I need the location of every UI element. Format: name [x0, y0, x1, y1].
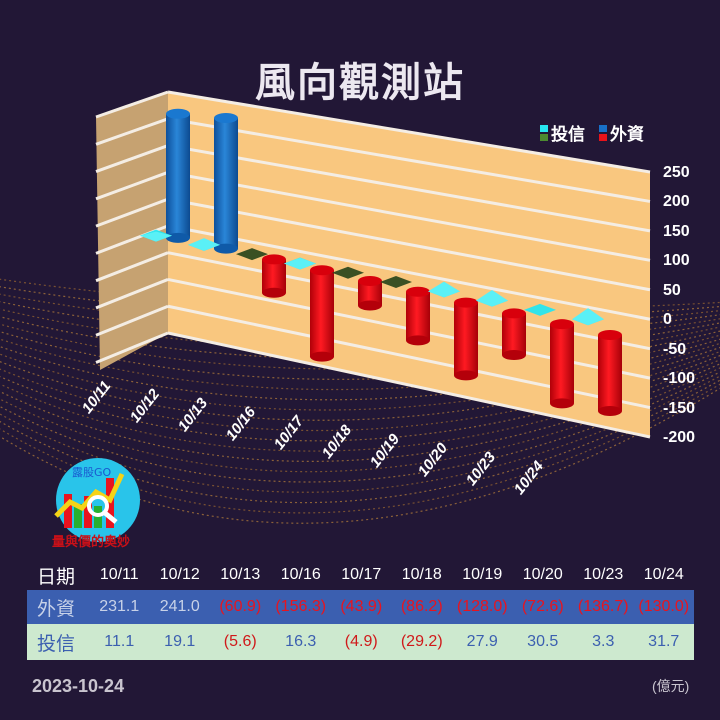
- table-cell: (86.2): [400, 598, 443, 615]
- table-row-fx: 外資 231.1 241.0 (60.9) (156.3) (43.9) (86.2) (1…: [27, 590, 694, 624]
- logo: 露股GO 量與價的奧妙: [52, 458, 140, 548]
- legend-label: 外資: [610, 125, 644, 145]
- table-cell: 31.7: [648, 633, 680, 650]
- header-label: 日期: [37, 565, 76, 588]
- data-table: 日期 10/11 10/12 10/13 10/16 10/17 10/18 10/19 10…: [27, 560, 694, 660]
- unit-label: (億元): [652, 678, 690, 694]
- table-cell: (4.9): [344, 633, 378, 650]
- y-tick-label: 250: [663, 164, 690, 181]
- table-cell: 241.0: [159, 598, 200, 615]
- table-cell: 10/24: [643, 566, 684, 583]
- y-tick-label: 150: [663, 222, 690, 240]
- table-cell: 27.9: [466, 633, 498, 650]
- data-bars: [140, 108, 622, 416]
- legend: 投信 外資: [540, 120, 644, 145]
- table-cell: 10/16: [280, 566, 321, 583]
- table-cell: (5.6): [223, 633, 257, 650]
- y-tick-label: 50: [663, 281, 681, 299]
- row-label: 外資: [37, 597, 76, 620]
- table-cell: (72.6): [521, 598, 564, 615]
- row-label: 投信: [37, 632, 76, 655]
- table-cell: 19.1: [164, 633, 196, 650]
- page-title: 風向觀測站: [255, 60, 465, 106]
- table-cell: (136.7): [577, 598, 629, 615]
- table-cell: 30.5: [527, 633, 559, 650]
- chart-canvas: [0, 90, 720, 524]
- table-cell: (130.0): [638, 598, 690, 615]
- y-tick-label: -200: [663, 429, 696, 446]
- legend-item-fx: 外資: [599, 120, 644, 145]
- table-cell: (156.3): [275, 598, 327, 615]
- svg-text:量與價的奧妙: 量與價的奧妙: [52, 534, 130, 548]
- table-cell: 10/13: [220, 566, 261, 583]
- table-cell: (43.9): [340, 598, 383, 615]
- table-cell: 10/20: [522, 566, 563, 583]
- table-cell: 10/23: [583, 566, 624, 583]
- legend-swatch-icon: [599, 124, 607, 141]
- legend-swatch-icon: [540, 124, 548, 141]
- table-cell: (60.9): [219, 598, 262, 615]
- table-cell: (128.0): [456, 598, 508, 615]
- y-tick-label: 200: [663, 193, 690, 211]
- table-cell: 231.1: [99, 598, 140, 615]
- table-cell: 10/11: [99, 566, 139, 583]
- report-date: 2023-10-24: [32, 676, 125, 696]
- table-cell: 11.1: [104, 633, 135, 650]
- y-tick-label: -100: [663, 370, 696, 388]
- y-tick-label: 100: [663, 252, 690, 270]
- table-cell: 16.3: [285, 633, 317, 650]
- table-cell: 10/12: [159, 566, 200, 583]
- svg-text:露股GO: 露股GO: [72, 466, 112, 479]
- table-cell: 10/17: [341, 566, 382, 583]
- table-cell: 10/18: [401, 566, 442, 583]
- y-tick-label: -50: [663, 340, 687, 358]
- table-cell: 3.3: [592, 633, 615, 650]
- y-tick-label: -150: [663, 399, 696, 417]
- legend-label: 投信: [551, 125, 585, 145]
- table-cell: 10/19: [462, 566, 503, 583]
- y-tick-label: 0: [663, 311, 672, 329]
- table-row-it: 投信 11.1 19.1 (5.6) 16.3 (4.9) (29.2) 27.9 30.5 3…: [27, 624, 694, 660]
- table-cell: (29.2): [400, 633, 443, 650]
- table-header-row: 日期 10/11 10/12 10/13 10/16 10/17 10/18 10/19 10…: [27, 560, 694, 590]
- back-wall: [168, 92, 650, 437]
- legend-item-it: 投信: [540, 120, 585, 145]
